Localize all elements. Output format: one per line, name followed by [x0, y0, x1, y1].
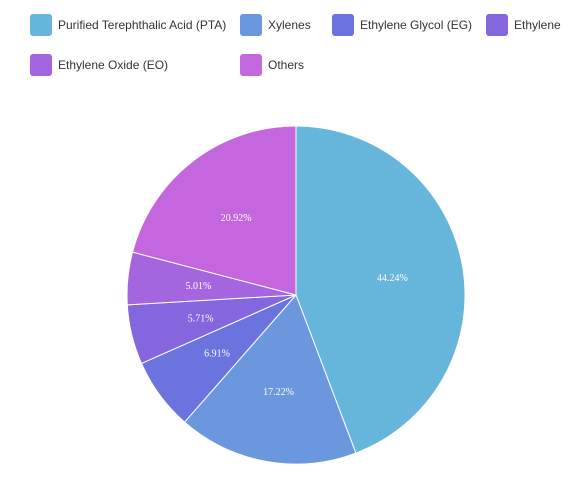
- legend-label: Others: [268, 58, 304, 72]
- legend-swatch: [486, 14, 508, 36]
- legend-label: Ethylene Glycol (EG): [360, 18, 472, 32]
- slice-label-others: 20.92%: [221, 213, 252, 224]
- legend-item-ethylene[interactable]: Ethylene: [486, 14, 561, 36]
- pie-slice-purified-terephthalic-acid-pta[interactable]: [295, 125, 466, 454]
- legend-item-others[interactable]: Others: [240, 54, 304, 76]
- legend-swatch: [240, 54, 262, 76]
- legend-item-ethylene-oxide-eo[interactable]: Ethylene Oxide (EO): [30, 54, 168, 76]
- slice-label-ethylene: 5.71%: [188, 314, 214, 325]
- legend-swatch: [240, 14, 262, 36]
- legend-item-xylenes[interactable]: Xylenes: [240, 14, 311, 36]
- legend-swatch: [30, 54, 52, 76]
- pie-slices: [126, 125, 466, 465]
- legend-item-purified-terephthalic-acid-pta[interactable]: Purified Terephthalic Acid (PTA): [30, 14, 226, 36]
- legend-swatch: [332, 14, 354, 36]
- legend-label: Xylenes: [268, 18, 311, 32]
- legend-item-ethylene-glycol-eg[interactable]: Ethylene Glycol (EG): [332, 14, 472, 36]
- slice-label-xylenes: 17.22%: [263, 387, 294, 398]
- pie-slice-xylenes[interactable]: [183, 294, 357, 465]
- legend-label: Ethylene Oxide (EO): [58, 58, 168, 72]
- slice-labels: 44.24% 17.22% 6.91% 5.71% 5.01% 20.92%: [186, 213, 408, 398]
- slice-label-purified-terephthalic-acid-pta: 44.24%: [377, 273, 408, 284]
- legend-label: Purified Terephthalic Acid (PTA): [58, 18, 226, 32]
- pie-slice-others[interactable]: [131, 125, 297, 296]
- slice-label-ethylene-glycol-eg: 6.91%: [204, 349, 230, 360]
- legend-label: Ethylene: [514, 18, 561, 32]
- legend-swatch: [30, 14, 52, 36]
- slice-label-ethylene-oxide-eo: 5.01%: [186, 281, 212, 292]
- legend: Purified Terephthalic Acid (PTA) Xylenes E…: [30, 14, 561, 76]
